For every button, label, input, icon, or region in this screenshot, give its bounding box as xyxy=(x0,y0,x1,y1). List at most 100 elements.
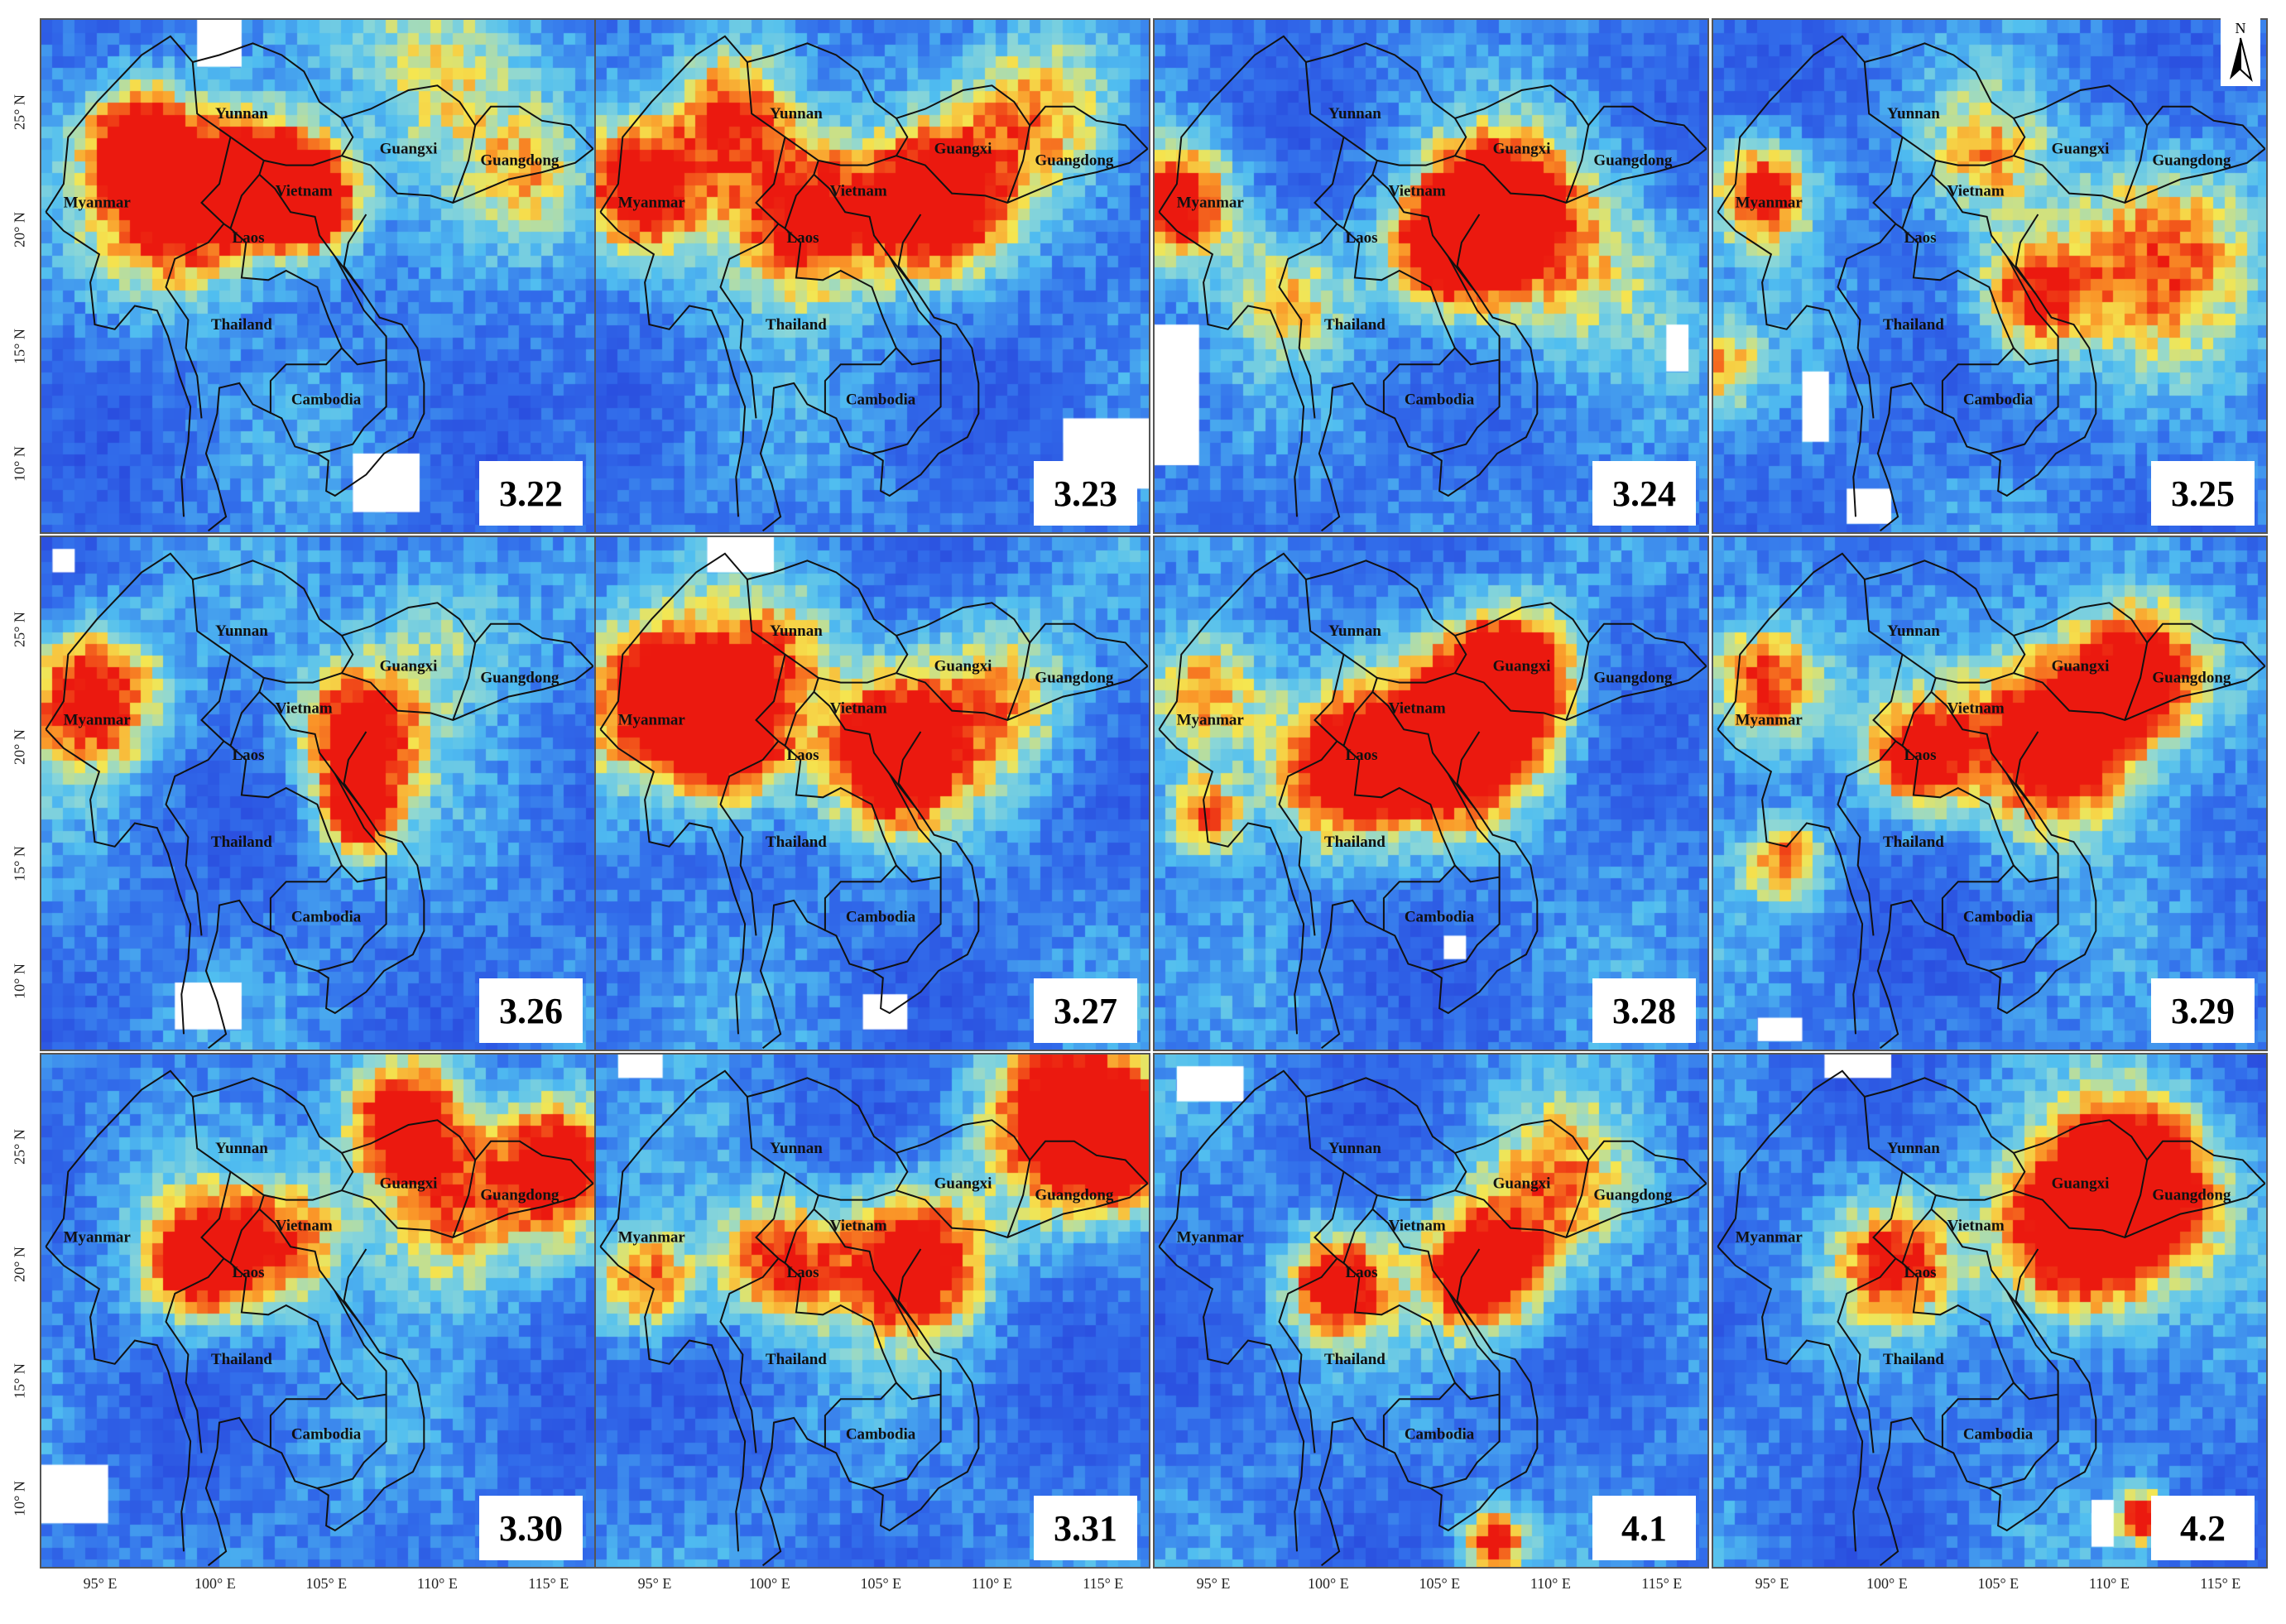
boundary-line xyxy=(45,552,594,730)
boundary-line xyxy=(1158,1069,1707,1247)
aod-heatmap xyxy=(1155,1055,1707,1567)
boundary-line xyxy=(888,773,942,883)
place-label: Myanmar xyxy=(618,195,686,212)
boundary-line xyxy=(1901,1262,2015,1449)
map-panel: Yunnan Guangxi Guangdong Myanmar Vietnam Laos… xyxy=(594,18,1150,534)
boundary-line xyxy=(888,256,942,366)
boundary-line xyxy=(165,1257,225,1453)
lon-tick-label: 95° E xyxy=(637,1575,672,1592)
boundary-line xyxy=(1837,1257,1897,1453)
place-label: Myanmar xyxy=(1736,195,1803,212)
boundary-line xyxy=(2124,125,2149,204)
boundary-line xyxy=(334,256,387,366)
place-label: Thailand xyxy=(1324,834,1386,851)
boundary-line xyxy=(1430,1394,1501,1489)
boundary-line xyxy=(452,1160,477,1238)
place-label: Laos xyxy=(1904,229,1936,247)
boundary-line xyxy=(452,642,477,721)
panel-date-label: 3.30 xyxy=(479,1496,583,1560)
place-label: Yunnan xyxy=(770,105,823,123)
aod-heatmap xyxy=(1155,537,1707,1050)
place-label: Laos xyxy=(1345,747,1377,764)
boundary-line xyxy=(755,137,819,230)
boundary-line xyxy=(192,1077,594,1184)
place-label: Vietnam xyxy=(1389,699,1446,717)
boundary-line xyxy=(341,118,354,156)
boundary-line xyxy=(872,359,942,454)
place-label: Myanmar xyxy=(64,712,132,729)
boundary-line xyxy=(599,1069,1149,1247)
aod-heatmap xyxy=(41,20,594,532)
place-label: Laos xyxy=(1345,1264,1377,1281)
boundary-line xyxy=(1447,1290,1501,1401)
place-label: Laos xyxy=(786,747,819,764)
boundary-line xyxy=(1989,877,2059,972)
boundary-line xyxy=(872,877,942,972)
lat-tick-label: 15° N xyxy=(11,329,28,365)
place-label: Cambodia xyxy=(1405,1425,1475,1443)
place-label: Guangdong xyxy=(480,152,559,170)
boundary-line xyxy=(341,635,354,674)
place-label: Laos xyxy=(232,229,264,247)
boundary-line xyxy=(599,552,1149,730)
place-label: Cambodia xyxy=(846,1425,916,1443)
boundary-line xyxy=(316,214,425,497)
place-label: Vietnam xyxy=(276,182,333,199)
place-label: Guangxi xyxy=(380,140,438,157)
place-label: Laos xyxy=(1904,1264,1936,1281)
place-label: Vietnam xyxy=(1947,1217,2005,1234)
place-label: Thailand xyxy=(766,834,827,851)
lon-tick-label: 115° E xyxy=(1641,1575,1683,1592)
boundary-line xyxy=(1876,382,1990,532)
north-arrow: N xyxy=(2221,18,2260,86)
boundary-line xyxy=(229,1262,343,1449)
boundary-overlay: Yunnan Guangxi Guangdong Myanmar Vietnam Laos… xyxy=(45,35,594,532)
lon-tick-label: 110° E xyxy=(1530,1575,1571,1592)
boundary-line xyxy=(229,745,343,931)
boundary-line xyxy=(1278,223,1338,419)
aod-heatmap xyxy=(596,20,1149,532)
boundary-overlay: Yunnan Guangxi Guangdong Myanmar Vietnam Laos… xyxy=(45,1069,594,1567)
place-label: Yunnan xyxy=(215,622,268,640)
boundary-line xyxy=(316,1248,425,1532)
boundary-line xyxy=(1717,211,1864,517)
map-panel: Yunnan Guangxi Guangdong Myanmar Vietnam Laos… xyxy=(40,1053,596,1569)
place-label: Vietnam xyxy=(1389,1217,1446,1234)
place-label: Thailand xyxy=(211,316,272,334)
boundary-line xyxy=(1872,654,1937,747)
place-label: Cambodia xyxy=(1963,1425,2034,1443)
place-label: Laos xyxy=(1904,747,1936,764)
boundary-line xyxy=(1872,1171,1937,1265)
place-label: Guangdong xyxy=(1593,670,1673,687)
panel-date-label: 3.22 xyxy=(479,461,583,526)
place-label: Guangdong xyxy=(1035,1187,1114,1204)
boundary-line xyxy=(1988,731,2097,1015)
boundary-line xyxy=(200,654,265,747)
place-label: Yunnan xyxy=(1328,1140,1381,1157)
panel-date-label: 3.28 xyxy=(1592,978,1696,1043)
place-label: Vietnam xyxy=(830,699,887,717)
boundary-line xyxy=(1158,211,1305,517)
lon-tick-label: 105° E xyxy=(1977,1575,2019,1592)
boundary-line xyxy=(784,745,898,931)
lon-tick-label: 95° E xyxy=(1196,1575,1231,1592)
boundary-line xyxy=(747,42,1149,150)
aod-heatmap xyxy=(596,1055,1149,1567)
lat-tick-label: 15° N xyxy=(11,1363,28,1400)
boundary-line xyxy=(1305,560,1707,667)
boundary-line xyxy=(755,654,819,747)
north-arrow-icon: N xyxy=(2230,20,2253,83)
boundary-line xyxy=(2013,635,2026,674)
boundary-line xyxy=(1447,256,1501,366)
boundary-line xyxy=(1837,740,1897,936)
lat-tick-label: 20° N xyxy=(11,1247,28,1282)
boundary-line xyxy=(1429,214,1539,497)
place-label: Cambodia xyxy=(291,908,362,925)
place-label: Guangdong xyxy=(2152,670,2231,687)
lon-tick-label: 100° E xyxy=(1866,1575,1908,1592)
boundary-line xyxy=(1988,214,2097,497)
boundary-line xyxy=(45,728,192,1035)
map-panel: Yunnan Guangxi Guangdong Myanmar Vietnam Laos… xyxy=(1712,18,2268,534)
aod-heatmap xyxy=(596,537,1149,1050)
place-label: Guangxi xyxy=(380,1175,438,1192)
